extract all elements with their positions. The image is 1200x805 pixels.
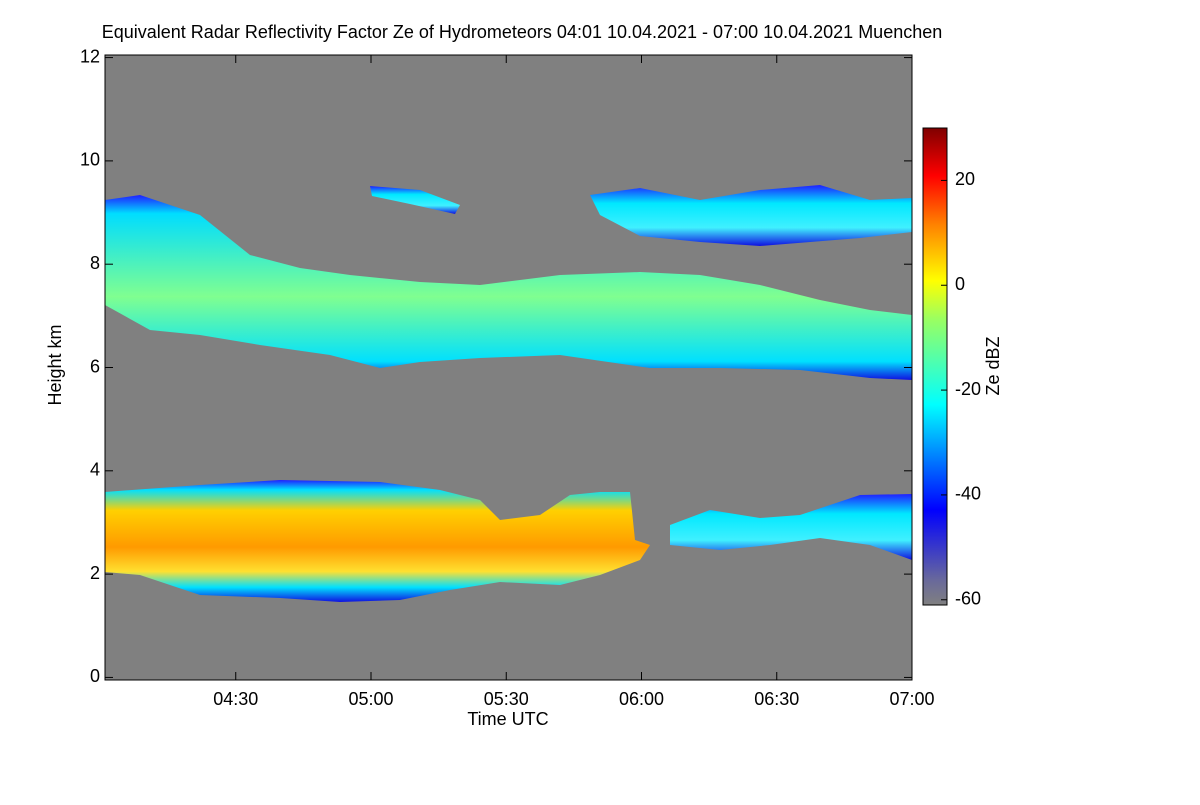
colorbar-tick-label: -20 — [955, 379, 981, 399]
y-tick-label: 4 — [90, 460, 100, 480]
x-tick-label: 05:30 — [484, 689, 529, 709]
y-tick-label: 8 — [90, 253, 100, 273]
colorbar-tick-label: 0 — [955, 274, 965, 294]
colorbar-tick-label: 20 — [955, 169, 975, 189]
colorbar-tick-label: -60 — [955, 589, 981, 609]
x-tick-label: 04:30 — [213, 689, 258, 709]
x-axis-label: Time UTC — [467, 709, 548, 729]
x-tick-label: 05:00 — [348, 689, 393, 709]
x-tick-label: 06:00 — [619, 689, 664, 709]
y-tick-label: 10 — [80, 150, 100, 170]
echo-small — [370, 186, 460, 214]
y-tick-label: 12 — [80, 46, 100, 66]
y-tick-label: 2 — [90, 563, 100, 583]
y-tick-label: 0 — [90, 666, 100, 686]
echo-layers — [105, 185, 912, 602]
echo-lower-right — [670, 494, 912, 560]
colorbar-tick-label: -40 — [955, 484, 981, 504]
colorbar-scale — [922, 127, 948, 606]
y-axis-label: Height km — [45, 324, 65, 405]
y-tick-label: 6 — [90, 356, 100, 376]
colorbar: -60 -40 -20 0 20 — [922, 127, 981, 609]
colorbar-label: Ze dBZ — [983, 336, 1003, 395]
chart-title: Equivalent Radar Reflectivity Factor Ze … — [102, 22, 943, 42]
echo-upper — [105, 195, 912, 380]
echo-lower — [105, 480, 650, 602]
echo-top — [590, 185, 912, 246]
x-tick-label: 07:00 — [889, 689, 934, 709]
x-tick-label: 06:30 — [754, 689, 799, 709]
